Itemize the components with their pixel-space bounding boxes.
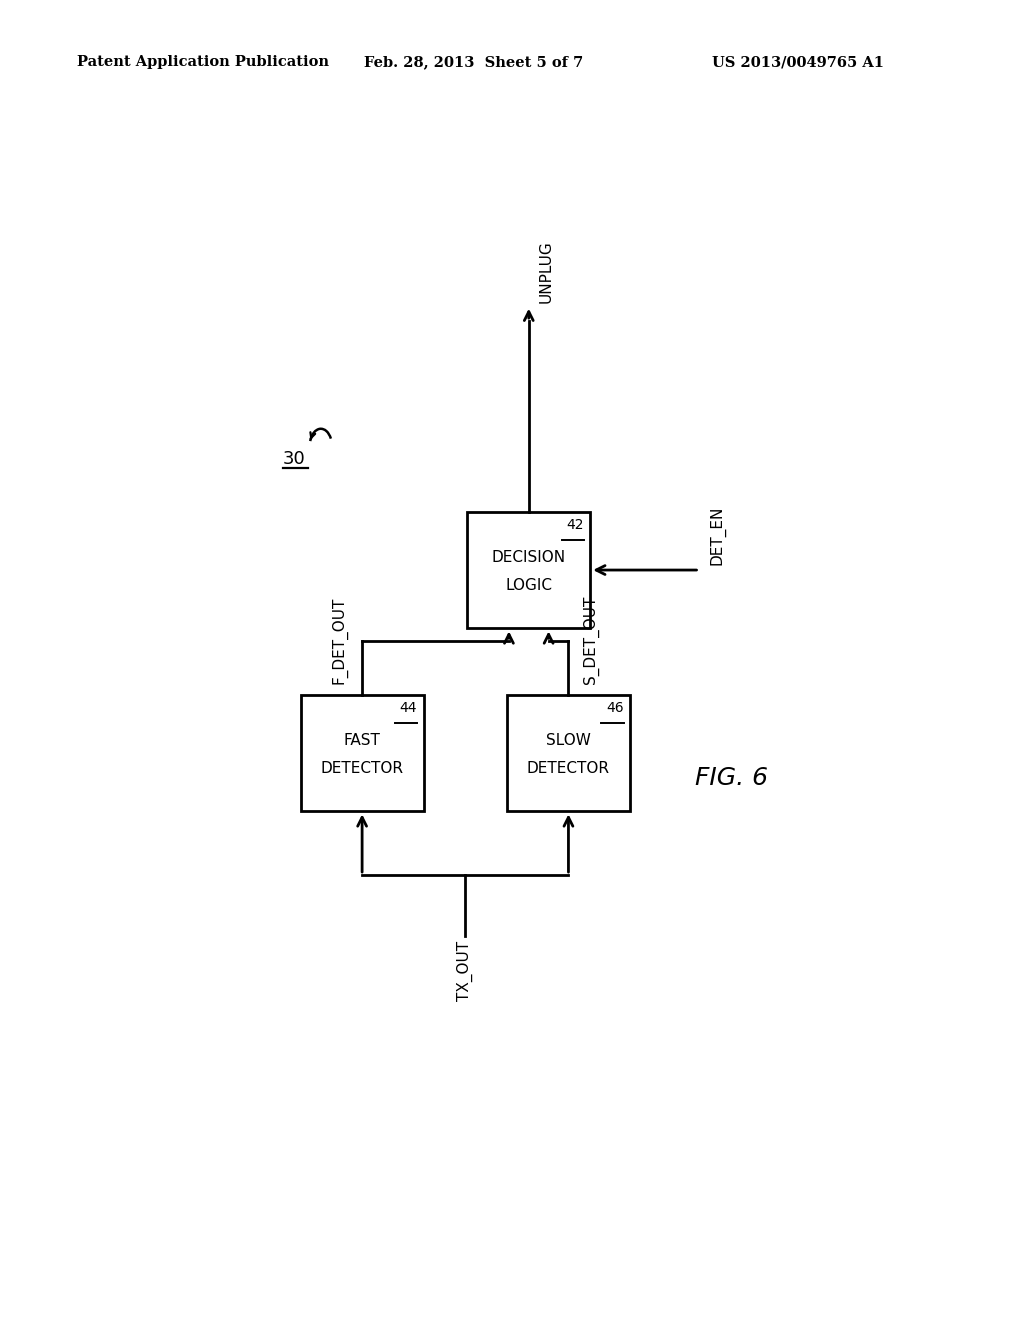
Text: 46: 46 xyxy=(606,701,624,714)
Text: S_DET_OUT: S_DET_OUT xyxy=(583,597,599,684)
Bar xyxy=(467,512,590,628)
Text: 42: 42 xyxy=(566,517,584,532)
Text: DETECTOR: DETECTOR xyxy=(527,760,610,776)
Text: LOGIC: LOGIC xyxy=(505,578,552,593)
Text: F_DET_OUT: F_DET_OUT xyxy=(332,597,348,684)
Text: 44: 44 xyxy=(399,701,417,714)
Bar xyxy=(301,694,424,812)
Text: UNPLUG: UNPLUG xyxy=(539,240,554,302)
Text: FIG. 6: FIG. 6 xyxy=(694,767,768,791)
Text: TX_OUT: TX_OUT xyxy=(457,941,473,1001)
Text: DETECTOR: DETECTOR xyxy=(321,760,403,776)
Text: Patent Application Publication: Patent Application Publication xyxy=(77,55,329,70)
Text: SLOW: SLOW xyxy=(546,734,591,748)
Text: DECISION: DECISION xyxy=(492,550,566,565)
Text: US 2013/0049765 A1: US 2013/0049765 A1 xyxy=(712,55,884,70)
Text: Feb. 28, 2013  Sheet 5 of 7: Feb. 28, 2013 Sheet 5 of 7 xyxy=(364,55,583,70)
Text: FAST: FAST xyxy=(344,734,381,748)
Text: 30: 30 xyxy=(283,450,305,469)
Bar xyxy=(507,694,630,812)
Text: DET_EN: DET_EN xyxy=(710,506,726,565)
